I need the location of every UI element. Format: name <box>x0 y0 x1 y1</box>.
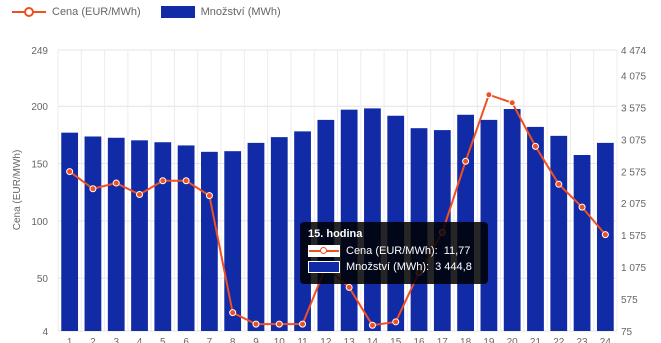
x-tick-label: 10 <box>274 337 286 343</box>
tooltip-label-price: Cena (EUR/MWh): <box>346 245 438 257</box>
line-point[interactable] <box>555 180 563 188</box>
line-point[interactable] <box>531 142 539 150</box>
line-point[interactable] <box>462 157 470 165</box>
x-tick-label: 12 <box>320 337 332 343</box>
y2-tick-label: 1 075 <box>621 263 646 274</box>
tooltip-row-volume: Množství (MWh): 3 444,8 <box>308 261 480 273</box>
line-point[interactable] <box>182 177 190 185</box>
y-tick-label: 4 <box>42 327 48 338</box>
line-point[interactable] <box>508 99 516 107</box>
line-point[interactable] <box>159 177 167 185</box>
y2-tick-label: 2 075 <box>621 199 646 210</box>
y-tick-label: 100 <box>31 217 48 228</box>
tooltip-bar-swatch <box>308 261 340 273</box>
legend-line-marker <box>12 6 46 18</box>
x-tick-label: 4 <box>137 337 143 343</box>
line-point[interactable] <box>299 320 307 328</box>
line-point[interactable] <box>485 91 493 99</box>
line-point[interactable] <box>66 168 74 176</box>
y-tick-label: 50 <box>37 274 49 285</box>
tooltip-value-volume: 3 444,8 <box>435 261 472 273</box>
x-tick-label: 24 <box>600 337 612 343</box>
x-tick-label: 19 <box>483 337 495 343</box>
bar[interactable] <box>247 142 265 331</box>
line-point[interactable] <box>392 318 400 326</box>
y2-tick-label: 575 <box>621 295 638 306</box>
x-tick-label: 5 <box>160 337 166 343</box>
chart-tooltip: 15. hodina Cena (EUR/MWh): 11,77 Množstv… <box>300 222 488 284</box>
tooltip-title: 15. hodina <box>308 228 363 240</box>
y2-tick-label: 3 575 <box>621 103 646 114</box>
bar[interactable] <box>177 145 195 331</box>
tooltip-row-price: Cena (EUR/MWh): 11,77 <box>308 245 480 257</box>
tooltip-label-volume: Množství (MWh): <box>346 261 430 273</box>
y-tick-label: 249 <box>31 46 48 57</box>
bar[interactable] <box>84 136 102 331</box>
x-tick-label: 23 <box>577 337 589 343</box>
line-point[interactable] <box>112 179 120 187</box>
x-tick-label: 18 <box>460 337 472 343</box>
x-tick-label: 20 <box>507 337 519 343</box>
x-tick-label: 15 <box>390 337 402 343</box>
bar[interactable] <box>527 126 544 331</box>
y2-tick-label: 1 575 <box>621 231 646 242</box>
x-tick-label: 13 <box>344 337 356 343</box>
line-point[interactable] <box>275 320 283 328</box>
line-point[interactable] <box>368 321 376 329</box>
x-tick-label: 1 <box>67 337 73 343</box>
bar[interactable] <box>61 132 79 331</box>
y2-tick-label: 4 474 <box>621 46 646 57</box>
bar-series <box>61 108 614 332</box>
bar[interactable] <box>224 151 242 331</box>
x-tick-label: 14 <box>367 337 379 343</box>
x-tick-label: 22 <box>553 337 565 343</box>
y-axis-label: Cena (EUR/MWh) <box>12 150 23 231</box>
x-tick-label: 3 <box>113 337 119 343</box>
x-tick-label: 16 <box>413 337 425 343</box>
x-tick-label: 17 <box>437 337 449 343</box>
line-point[interactable] <box>601 231 609 239</box>
tooltip-value-price: 11,77 <box>443 245 471 257</box>
x-tick-label: 2 <box>90 337 96 343</box>
y2-tick-label: 4 075 <box>621 71 646 82</box>
x-tick-label: 7 <box>207 337 213 343</box>
line-point[interactable] <box>136 191 144 199</box>
line-point[interactable] <box>89 185 97 193</box>
bar[interactable] <box>131 140 148 331</box>
x-tick-label: 21 <box>530 337 542 343</box>
x-tick-label: 11 <box>297 337 308 343</box>
tooltip-line-swatch <box>308 245 340 257</box>
x-tick-label: 6 <box>183 337 189 343</box>
bar[interactable] <box>364 108 381 331</box>
line-point[interactable] <box>252 320 260 328</box>
bar[interactable] <box>154 142 172 331</box>
y2-tick-label: 2 575 <box>621 167 646 178</box>
y2-tick-label: 75 <box>621 327 633 338</box>
x-tick-label: 8 <box>230 337 236 343</box>
y-tick-label: 200 <box>31 102 48 113</box>
grid-lines <box>57 49 618 332</box>
line-point[interactable] <box>229 309 237 317</box>
legend-bar-marker <box>160 6 195 18</box>
x-tick-label: 9 <box>253 337 259 343</box>
bar[interactable] <box>573 155 591 331</box>
bar[interactable] <box>201 151 218 331</box>
legend-item-price[interactable]: Cena (EUR/MWh) <box>12 6 141 18</box>
bar[interactable] <box>107 137 125 331</box>
bar[interactable] <box>550 135 568 331</box>
bar[interactable] <box>270 137 288 331</box>
y2-tick-label: 3 075 <box>621 135 646 146</box>
legend-item-volume[interactable]: Množství (MWh) <box>160 6 281 18</box>
y-tick-label: 150 <box>31 160 48 171</box>
legend-label-volume: Množství (MWh) <box>200 6 281 18</box>
line-point[interactable] <box>578 203 586 211</box>
line-point[interactable] <box>205 192 213 200</box>
chart-legend: Cena (EUR/MWh) Množství (MWh) <box>12 6 301 18</box>
line-point[interactable] <box>345 283 353 291</box>
legend-label-price: Cena (EUR/MWh) <box>52 6 141 18</box>
bar[interactable] <box>503 109 521 332</box>
